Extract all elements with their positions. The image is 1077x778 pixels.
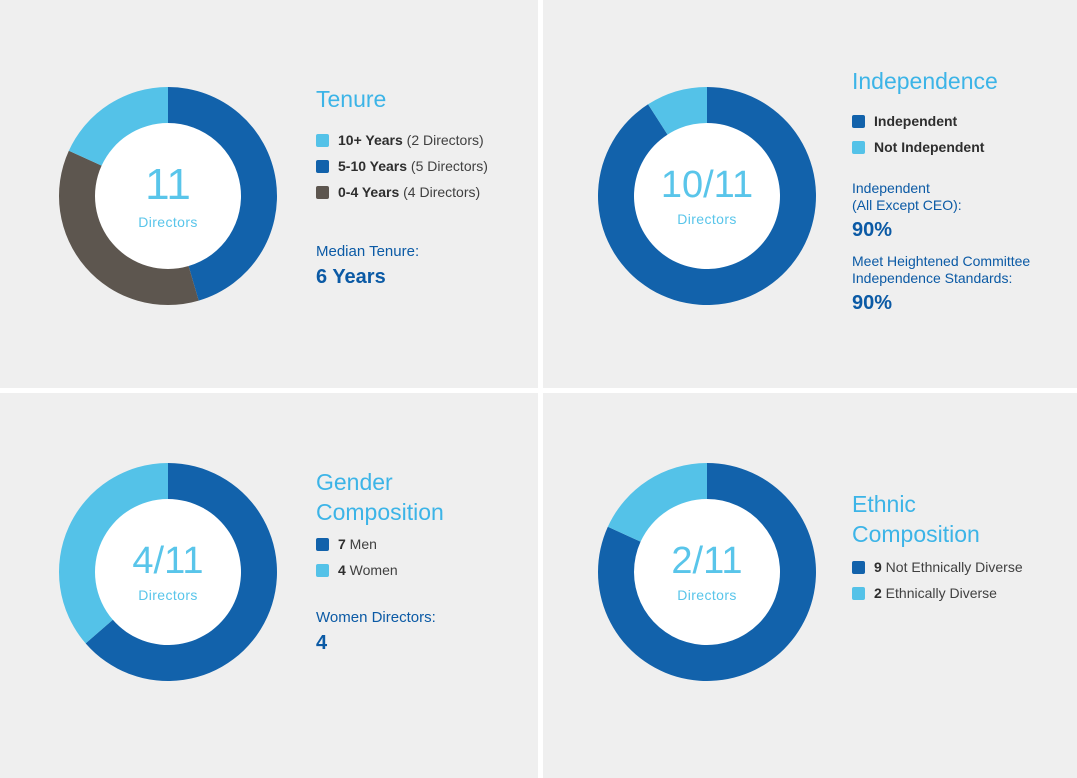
donut-slice-independent bbox=[598, 87, 816, 305]
legend-item: 0-4 Years (4 Directors) bbox=[316, 183, 488, 201]
ethnic-legend: 9 Not Ethnically Diverse 2 Ethnically Div… bbox=[852, 558, 1023, 602]
donut-hole bbox=[94, 122, 242, 270]
tenure-legend: 10+ Years (2 Directors) 5-10 Years (5 Dir… bbox=[316, 131, 488, 201]
panel-ethnic-composition: 2/11 Directors Ethnic Composition 9 Not … bbox=[543, 393, 1077, 778]
legend-label: Independent bbox=[874, 113, 958, 129]
legend-item: 7 Men bbox=[316, 535, 398, 553]
legend-swatch bbox=[852, 586, 865, 600]
independence-ceo-value: 90% bbox=[852, 219, 893, 241]
tenure-median-value: 6 Years bbox=[316, 266, 386, 288]
gender-title: Gender Composition bbox=[316, 469, 444, 525]
legend-label: 4 Women bbox=[338, 562, 398, 578]
tenure-donut-chart: 11 Directors bbox=[58, 86, 278, 306]
donut-slice-women bbox=[59, 463, 168, 644]
gender-women-stat: Women Directors: 4 bbox=[316, 609, 436, 655]
legend-label: 10+ Years (2 Directors) bbox=[338, 132, 484, 148]
legend-swatch bbox=[316, 159, 329, 173]
donut-hole bbox=[633, 122, 781, 270]
panel-gender-composition: 4/11 Directors Gender Composition 7 Men 4… bbox=[0, 393, 538, 778]
gender-donut-svg bbox=[59, 463, 278, 681]
legend-label: 0-4 Years (4 Directors) bbox=[338, 184, 481, 200]
legend-swatch bbox=[316, 185, 329, 199]
independence-committee-value: 90% bbox=[852, 292, 893, 314]
independence-ceo-label: Independent (All Except CEO): bbox=[852, 180, 962, 213]
gender-donut-chart: 4/11 Directors bbox=[58, 462, 278, 682]
donut-slice-5-10-years bbox=[168, 87, 277, 301]
donut-slice-men bbox=[85, 463, 278, 681]
independence-donut-chart: 10/11 Directors bbox=[597, 86, 817, 306]
tenure-median-stat: Median Tenure: 6 Years bbox=[316, 243, 419, 289]
legend-item: Independent bbox=[852, 112, 984, 130]
independence-ceo-stat: Independent (All Except CEO): 90% bbox=[852, 180, 962, 242]
legend-item: 10+ Years (2 Directors) bbox=[316, 131, 488, 149]
legend-label: 7 Men bbox=[338, 536, 377, 552]
donut-slice-not-ethnically-diverse bbox=[598, 463, 816, 681]
gender-women-value: 4 bbox=[316, 632, 328, 654]
legend-swatch bbox=[852, 140, 865, 154]
legend-item: 4 Women bbox=[316, 561, 398, 579]
donut-hole bbox=[94, 498, 242, 646]
independence-donut-svg bbox=[598, 87, 816, 305]
legend-swatch bbox=[852, 114, 865, 128]
donut-hole bbox=[633, 498, 781, 646]
legend-item: Not Independent bbox=[852, 138, 984, 156]
donut-slice-not-independent bbox=[648, 87, 707, 135]
legend-swatch bbox=[316, 537, 329, 551]
gender-women-label: Women Directors: bbox=[316, 609, 436, 626]
legend-swatch bbox=[852, 560, 865, 574]
ethnic-donut-chart: 2/11 Directors bbox=[597, 462, 817, 682]
donut-slice-0-4-years bbox=[58, 150, 199, 305]
legend-swatch bbox=[316, 563, 329, 577]
independence-committee-stat: Meet Heightened Committee Independence S… bbox=[852, 253, 1030, 315]
panel-independence: 10/11 Directors Independence Independent… bbox=[543, 0, 1077, 388]
legend-item: 2 Ethnically Diverse bbox=[852, 584, 1023, 602]
tenure-donut-svg bbox=[58, 87, 277, 305]
independence-title: Independence bbox=[852, 68, 998, 94]
legend-item: 5-10 Years (5 Directors) bbox=[316, 157, 488, 175]
panel-tenure: 11 Directors Tenure 10+ Years (2 Directo… bbox=[0, 0, 538, 388]
legend-label: 5-10 Years (5 Directors) bbox=[338, 158, 488, 174]
independence-legend: Independent Not Independent bbox=[852, 112, 984, 156]
gender-legend: 7 Men 4 Women bbox=[316, 535, 398, 579]
legend-swatch bbox=[316, 133, 329, 147]
legend-item: 9 Not Ethnically Diverse bbox=[852, 558, 1023, 576]
donut-slice-10-years bbox=[68, 87, 168, 166]
donut-slice-ethnically-diverse bbox=[607, 463, 707, 542]
ethnic-title: Ethnic Composition bbox=[852, 491, 980, 547]
independence-committee-label: Meet Heightened Committee Independence S… bbox=[852, 253, 1031, 286]
legend-label: 2 Ethnically Diverse bbox=[874, 585, 997, 601]
tenure-title: Tenure bbox=[316, 86, 387, 112]
tenure-median-label: Median Tenure: bbox=[316, 243, 420, 260]
ethnic-donut-svg bbox=[598, 463, 816, 681]
legend-label: Not Independent bbox=[874, 139, 985, 155]
legend-label: 9 Not Ethnically Diverse bbox=[874, 559, 1023, 575]
